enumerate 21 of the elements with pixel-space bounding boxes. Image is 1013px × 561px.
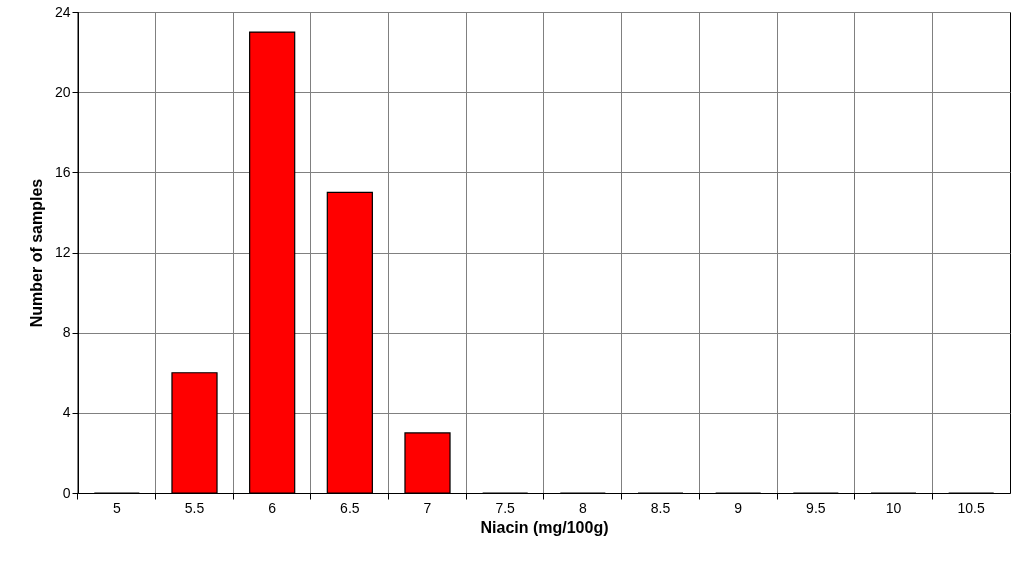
y-tick-label: 12 (54, 244, 71, 260)
y-tick-label: 24 (54, 3, 71, 20)
x-tick-label: 9 (734, 499, 743, 516)
x-tick-label: 6.5 (340, 499, 360, 516)
x-tick-label: 7 (423, 499, 432, 516)
y-axis-title: Number of samples (27, 178, 45, 328)
y-tick-label: 16 (54, 163, 71, 180)
x-tick-label: 8 (578, 499, 587, 516)
y-tick-label: 8 (62, 324, 71, 341)
x-tick-label: 9.5 (806, 499, 826, 516)
x-tick-label: 8.5 (650, 499, 671, 516)
x-tick-label: 10 (885, 499, 902, 516)
y-tick-label: 4 (62, 404, 71, 421)
x-tick-label: 6 (268, 499, 277, 516)
y-tick-label: 0 (62, 484, 71, 501)
x-axis-title: Niacin (mg/100g) (480, 518, 609, 536)
x-tick-label: 5 (112, 499, 121, 516)
x-tick-label: 7.5 (495, 499, 516, 516)
x-tick-label: 10.5 (957, 499, 985, 516)
x-tick-label: 5.5 (184, 499, 205, 516)
y-tick-label: 20 (54, 83, 71, 100)
